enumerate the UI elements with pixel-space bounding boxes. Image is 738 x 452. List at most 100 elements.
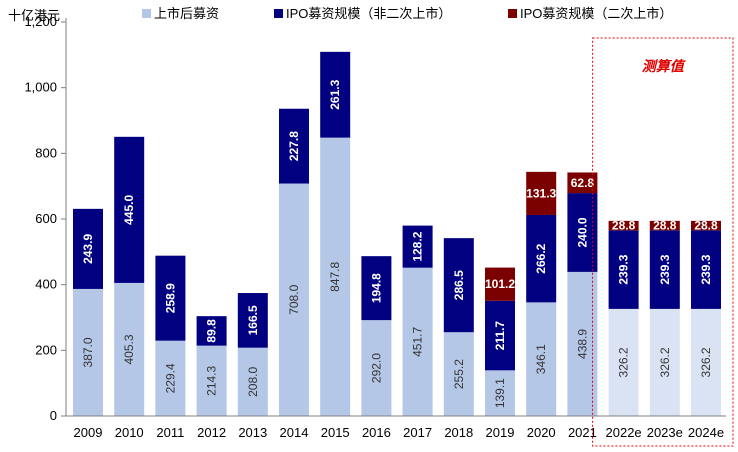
bar-segment <box>320 137 351 416</box>
bar-segment <box>114 136 145 283</box>
y-tick-label: 400 <box>35 277 57 292</box>
bar-value-label: 239.3 <box>658 254 672 284</box>
x-axis: 2009 2010 2011 2012 2013 2014 2015 2016 2017 2018… <box>66 415 726 440</box>
bar-value-label: 194.8 <box>369 273 383 303</box>
bar-value-label: 28.8 <box>694 219 718 233</box>
x-tick-label: 2010 <box>115 425 144 440</box>
bar-value-label: 227.8 <box>287 131 301 161</box>
bar-value-label: 89.8 <box>205 319 219 343</box>
x-tick-label: 2019 <box>486 425 515 440</box>
bar-value-label: 326.2 <box>617 347 631 377</box>
estimate-box <box>592 37 734 447</box>
y-tick-label: 200 <box>35 342 57 357</box>
y-axis-unit-label: 十亿港元 <box>8 8 60 23</box>
x-tick-label: 2020 <box>527 425 556 440</box>
bar-segment <box>361 320 392 416</box>
bar-segment <box>237 293 268 348</box>
bar-value-label: 239.3 <box>617 254 631 284</box>
legend-label: IPO募资规模（非二次上市） <box>286 6 451 21</box>
bar-segment <box>320 51 351 138</box>
bar-segment <box>691 308 721 416</box>
bar-segment <box>608 230 639 309</box>
bar-value-label: 451.7 <box>411 327 425 357</box>
bar-segment <box>567 172 598 194</box>
bar-segment <box>237 347 268 416</box>
bar-segment <box>649 220 680 231</box>
y-tick-label: 1,000 <box>24 80 57 95</box>
bar-value-label: 239.3 <box>699 254 713 284</box>
estimate-region: 测算值 <box>592 37 734 447</box>
bar-value-label: 62.8 <box>571 176 595 190</box>
bar-value-label: 240.0 <box>575 217 589 247</box>
x-tick-label: 2009 <box>74 425 103 440</box>
legend-swatch <box>274 9 283 18</box>
legend-swatch <box>508 9 517 18</box>
x-tick-label: 2013 <box>238 425 267 440</box>
bar-value-label: 326.2 <box>699 347 713 377</box>
bar-segment <box>443 238 474 333</box>
bar-segment <box>73 288 103 416</box>
legend-label: 上市后募资 <box>154 6 219 21</box>
bar-segment <box>649 230 680 309</box>
bar-value-label: 292.0 <box>369 353 383 383</box>
bar-value-label: 445.0 <box>122 195 136 225</box>
bar-value-label: 166.5 <box>246 305 260 335</box>
bar-value-label: 258.9 <box>163 283 177 313</box>
bar-segment <box>155 255 186 341</box>
bar-value-label: 261.3 <box>328 79 342 109</box>
bar-segment <box>608 220 639 231</box>
bar-value-label: 405.3 <box>122 334 136 364</box>
bar-value-label: 208.0 <box>246 367 260 397</box>
y-tick-label: 1,200 <box>24 14 57 29</box>
x-tick-label: 2018 <box>444 425 473 440</box>
x-tick-label: 2022e <box>606 425 642 440</box>
bar-segment <box>402 267 433 416</box>
bar-value-label: 128.2 <box>411 231 425 261</box>
x-tick-label: 2015 <box>321 425 350 440</box>
bar-value-label: 214.3 <box>205 365 219 395</box>
bar-value-label: 28.8 <box>612 219 636 233</box>
legend-swatch <box>142 9 151 18</box>
bar-segment <box>691 230 721 309</box>
legend-label: IPO募资规模（二次上市） <box>520 6 672 21</box>
bar-value-label: 28.8 <box>653 219 677 233</box>
bar-segment <box>361 256 392 321</box>
bars: 387.0 243.9 405.3 445.0 229.4 258.9 214.3 89.8 2… <box>73 51 721 416</box>
bar-value-label: 346.1 <box>534 344 548 374</box>
y-axis: 0 200 400 600 800 1,000 1,200 <box>24 14 67 423</box>
y-tick-label: 800 <box>35 145 57 160</box>
bar-value-label: 438.9 <box>575 329 589 359</box>
bar-segment <box>196 316 227 346</box>
bar-segment <box>485 300 515 371</box>
bar-value-label: 286.5 <box>452 270 466 300</box>
bar-value-label: 101.2 <box>485 277 515 291</box>
y-tick-label: 0 <box>50 408 57 423</box>
bar-value-label: 708.0 <box>287 284 301 314</box>
bar-segment <box>526 214 557 303</box>
y-tick-label: 600 <box>35 211 57 226</box>
bar-value-label: 266.2 <box>534 243 548 273</box>
bar-segment <box>526 302 557 416</box>
bar-value-label: 211.7 <box>493 321 507 351</box>
bar-segment <box>114 282 145 416</box>
x-tick-label: 2017 <box>403 425 432 440</box>
bar-segment <box>526 171 557 215</box>
bar-value-label: 131.3 <box>526 186 556 200</box>
legend: 上市后募资 IPO募资规模（非二次上市） IPO募资规模（二次上市） <box>142 6 672 21</box>
bar-segment <box>196 345 227 416</box>
bar-segment <box>691 220 721 231</box>
bar-segment <box>443 332 474 416</box>
bar-segment <box>485 370 515 416</box>
x-tick-label: 2011 <box>156 425 184 440</box>
x-tick-label: 2024e <box>688 425 724 440</box>
estimate-box-label: 测算值 <box>642 58 686 74</box>
bar-segment <box>279 108 309 184</box>
bar-segment <box>402 225 433 268</box>
bar-segment <box>649 308 680 416</box>
x-tick-label: 2014 <box>280 425 309 440</box>
bar-segment <box>485 267 515 301</box>
x-tick-label: 2023e <box>647 425 683 440</box>
bar-value-label: 847.8 <box>328 261 342 291</box>
x-tick-label: 2012 <box>197 425 226 440</box>
